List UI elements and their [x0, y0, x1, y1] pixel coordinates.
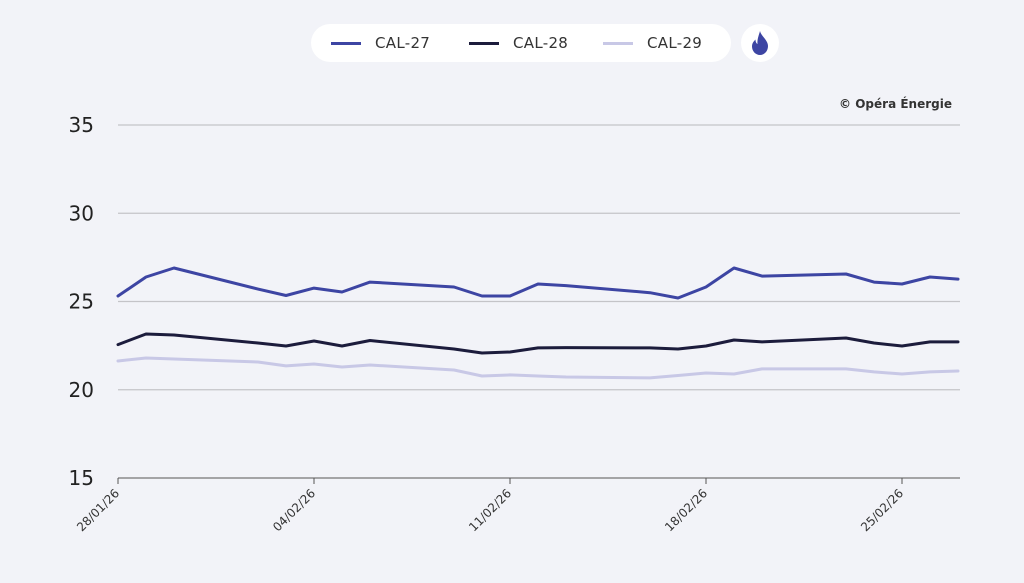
flame-icon [752, 31, 768, 55]
y-tick-label: 15 [69, 466, 94, 490]
y-tick-label: 35 [69, 113, 94, 137]
legend-label: CAL-29 [647, 34, 703, 52]
series-line-cal-28[interactable] [116, 332, 960, 355]
x-tick-label: 28/01/26 [74, 486, 122, 534]
series-line-cal-27[interactable] [116, 266, 960, 300]
legend: CAL-27 CAL-28 CAL-29 [311, 24, 731, 62]
legend-item-cal-27[interactable]: CAL-27 [331, 24, 430, 62]
legend-swatch [469, 41, 499, 45]
x-tick-label: 04/02/26 [270, 486, 318, 534]
y-tick-label: 30 [69, 201, 94, 225]
energy-toggle-button[interactable] [741, 24, 779, 62]
legend-item-cal-29[interactable]: CAL-29 [603, 24, 702, 62]
chart-credit: © Opéra Énergie [839, 97, 952, 111]
legend-label: CAL-28 [513, 34, 569, 52]
legend-label: CAL-27 [375, 34, 431, 52]
y-tick-label: 25 [69, 290, 94, 314]
legend-swatch [331, 41, 361, 45]
x-tick-label: 25/02/26 [858, 486, 906, 534]
series-line-cal-29[interactable] [116, 356, 960, 380]
x-tick-label: 18/02/26 [662, 486, 710, 534]
legend-swatch [603, 41, 633, 45]
x-tick-label: 11/02/26 [466, 486, 514, 534]
y-tick-label: 20 [69, 378, 94, 402]
legend-item-cal-28[interactable]: CAL-28 [469, 24, 568, 62]
